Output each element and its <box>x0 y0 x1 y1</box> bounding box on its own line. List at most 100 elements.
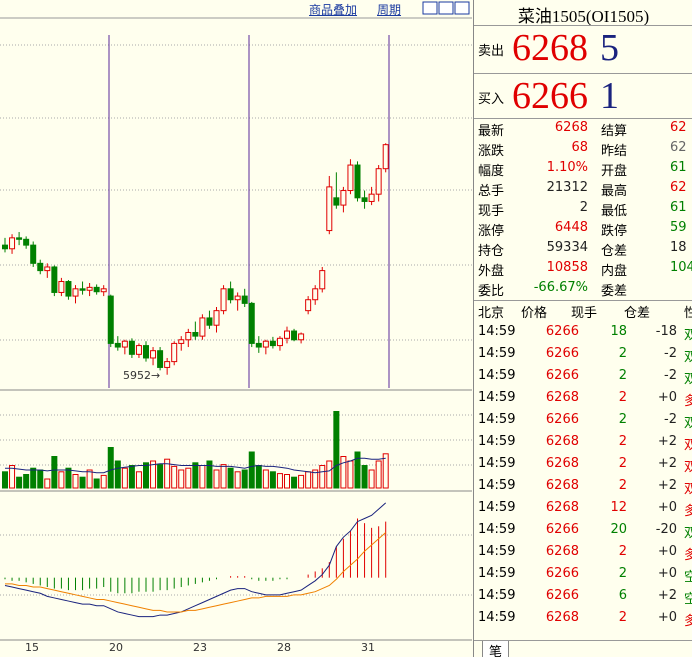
quote-panel: 菜油1505(OI1505) 卖出 6268 5 买入 6266 1 最新 626… <box>473 0 692 657</box>
trade-header: 价格 <box>521 306 548 321</box>
bid-qty: 1 <box>600 75 619 117</box>
volume-bar <box>333 411 340 489</box>
indicator-line <box>4 502 387 618</box>
trade-change: -2 <box>664 346 677 361</box>
candle-body <box>128 340 135 355</box>
icon-button[interactable] <box>454 1 470 15</box>
volume-bar <box>143 462 149 489</box>
trade-side: 多 <box>684 544 692 563</box>
overlay-link[interactable]: 商品叠加 <box>309 3 358 17</box>
trade-time: 14:59 <box>478 500 516 515</box>
icon-button[interactable] <box>438 1 454 15</box>
trade-change: +2 <box>657 434 677 449</box>
volume-bar <box>213 469 220 489</box>
trade-side: 空 <box>684 566 692 585</box>
candle-body <box>185 331 192 341</box>
candle-body <box>143 345 149 359</box>
candle-body <box>241 295 248 304</box>
stat-value: 1.10% <box>546 160 588 175</box>
candle-body <box>340 190 347 206</box>
ask-price: 6268 <box>512 27 588 69</box>
candle-body <box>227 288 234 301</box>
trade-change: +0 <box>657 500 677 515</box>
trade-change: +0 <box>657 610 677 625</box>
x-label: 31 <box>361 641 375 654</box>
volume-bar <box>121 467 128 489</box>
trade-side: 双 <box>684 368 692 387</box>
trade-header: 仓差 <box>624 306 651 321</box>
stat-label: 跌停 <box>601 224 628 239</box>
candle-body <box>354 164 361 199</box>
candle-body <box>65 281 72 297</box>
x-label: 28 <box>277 641 291 654</box>
stat-value: 62 <box>670 180 687 195</box>
trade-time: 14:59 <box>478 544 516 559</box>
stat-label: 现手 <box>478 204 505 219</box>
trade-change: -18 <box>655 324 677 339</box>
volume-bar <box>192 462 199 489</box>
trade-side: 双 <box>684 522 692 541</box>
candle-body <box>93 286 100 293</box>
tab[interactable]: 笔 <box>482 641 510 657</box>
trade-qty: 2 <box>618 544 627 559</box>
trade-price: 6268 <box>545 610 579 625</box>
trade-time: 14:59 <box>478 588 516 603</box>
volume-bar <box>255 465 262 489</box>
trade-qty: 2 <box>618 566 627 581</box>
trade-side: 空 <box>684 588 692 607</box>
volume-bar <box>86 469 93 489</box>
candle-body <box>291 330 298 341</box>
divider <box>474 73 692 74</box>
trade-change: +2 <box>657 456 677 471</box>
trade-time: 14:59 <box>478 390 516 405</box>
candle-body <box>135 345 142 355</box>
candle-body <box>72 288 79 297</box>
candle-body <box>312 288 319 301</box>
volume-bar <box>326 460 333 489</box>
divider <box>474 118 692 119</box>
candle-body <box>79 288 86 291</box>
trade-change: +2 <box>657 478 677 493</box>
candle-body <box>58 281 65 293</box>
stat-value: -66.67% <box>533 280 588 295</box>
ask-label: 卖出 <box>478 44 505 59</box>
trade-side: 双 <box>684 412 692 431</box>
stat-label: 涨跌 <box>478 144 505 159</box>
trade-qty: 2 <box>618 434 627 449</box>
trade-change: +2 <box>657 588 677 603</box>
volume-bar <box>65 467 72 489</box>
icon-button[interactable] <box>422 1 438 15</box>
volume-bar <box>178 469 185 489</box>
trade-qty: 2 <box>618 610 627 625</box>
trade-qty: 12 <box>610 500 627 515</box>
volume-bar <box>220 464 227 489</box>
stat-label: 幅度 <box>478 164 505 179</box>
stat-label: 结算 <box>601 124 628 139</box>
trade-price: 6268 <box>545 390 579 405</box>
volume-bar <box>44 478 51 489</box>
volume-bar <box>276 473 283 489</box>
trade-time: 14:59 <box>478 456 516 471</box>
trade-price: 6268 <box>545 434 579 449</box>
trade-header: 性质 <box>684 302 692 321</box>
trade-price: 6268 <box>545 544 579 559</box>
trade-qty: 2 <box>618 346 627 361</box>
candle-body <box>150 350 157 359</box>
volume-bar <box>93 478 100 489</box>
trade-change: +0 <box>657 390 677 405</box>
volume-bar <box>340 456 347 489</box>
stat-label: 外盘 <box>478 264 505 279</box>
stat-value: 61 <box>670 200 687 215</box>
candle-body <box>206 317 213 326</box>
candle-body <box>164 361 171 368</box>
period-link[interactable]: 周期 <box>377 3 402 17</box>
trade-qty: 2 <box>618 478 627 493</box>
stat-label: 总手 <box>478 184 505 199</box>
stat-value: 10858 <box>546 260 588 275</box>
volume-bar <box>16 476 23 489</box>
x-label: 23 <box>193 641 207 654</box>
trade-time: 14:59 <box>478 610 516 625</box>
candle-body <box>30 244 37 264</box>
candle-body <box>37 262 44 272</box>
trade-side: 双 <box>684 434 692 453</box>
